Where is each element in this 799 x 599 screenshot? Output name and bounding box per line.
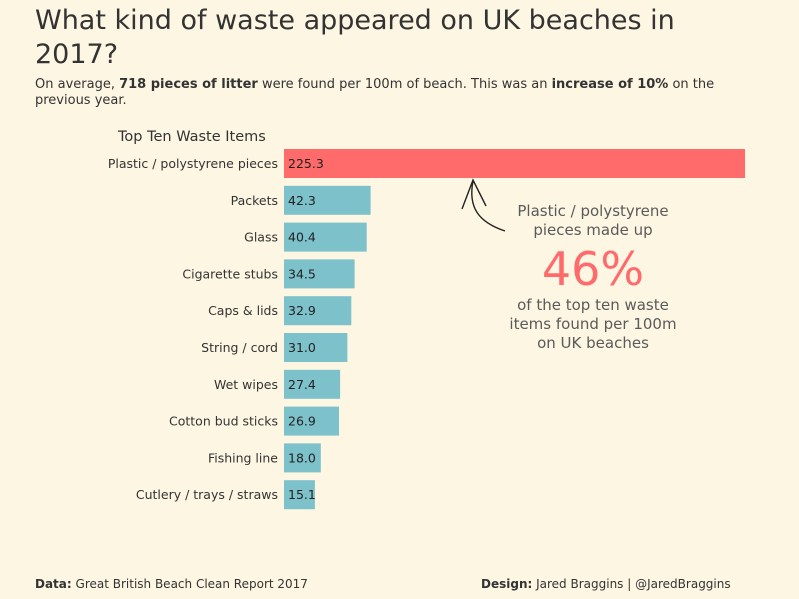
value-label-cotton-bud-sticks: 26.9 [288,414,316,429]
bar-cigarette-stubs [284,259,355,289]
category-label-cotton-bud-sticks: Cotton bud sticks [169,414,278,429]
value-label-wet-wipes: 27.4 [288,377,316,392]
bar-packets [284,185,371,215]
annotation-percentage: 46% [541,242,645,296]
page-title: What kind of waste appeared on UK beache… [35,5,675,70]
footer-data-value: Great British Beach Clean Report 2017 [71,577,308,591]
footer-data-label: Data: [35,577,72,591]
annotation-callout: Plastic / polystyrene pieces made up 46%… [488,202,698,353]
bar-string-cord [284,333,348,362]
subtitle: On average, 718 pieces of litter were fo… [35,77,755,109]
category-label-caps-lids: Caps & lids [208,303,278,318]
annotation-line-1: Plastic / polystyrene [517,202,669,220]
value-label-glass: 40.4 [288,230,316,245]
category-label-wet-wipes: Wet wipes [214,377,278,392]
annotation-arrow [471,180,506,232]
category-label-fishing-line: Fishing line [208,450,278,465]
annotation-line-2: pieces made up [533,221,653,239]
bar-wet-wipes [284,369,341,399]
value-label-fishing-line: 18.0 [288,450,316,465]
category-label-cutlery-trays-straws: Cutlery / trays / straws [136,487,278,502]
value-label-string-cord: 31.0 [288,340,316,355]
category-label-plastic-polystyrene-pieces: Plastic / polystyrene pieces [108,156,278,171]
annotation-line-4: items found per 100m [509,315,677,333]
subtitle-highlight-litter: 718 pieces of litter [119,77,258,92]
annotation-line-5: on UK beaches [537,334,649,352]
bar-plastic-polystyrene-pieces [284,149,745,178]
value-label-plastic-polystyrene-pieces: 225.3 [288,156,324,171]
subtitle-text-3: on the previous year. [35,77,715,108]
bar-cotton-bud-sticks [284,406,339,436]
value-label-cigarette-stubs: 34.5 [288,266,316,281]
category-label-packets: Packets [231,193,278,208]
annotation-line-3: of the top ten waste [517,296,669,314]
bar-caps-lids [284,296,352,326]
subtitle-highlight-increase: increase of 10% [551,77,669,92]
value-label-packets: 42.3 [288,193,316,208]
bar-fishing-line [284,443,321,473]
chart-title: Top Ten Waste Items [118,129,266,145]
category-label-cigarette-stubs: Cigarette stubs [182,266,278,281]
bar-cutlery-trays-straws [284,480,315,510]
footer-design-credit: Design: Jared Braggins | @JaredBraggins [481,577,731,591]
category-label-glass: Glass [244,230,278,245]
value-label-cutlery-trays-straws: 15.1 [288,487,316,502]
value-label-caps-lids: 32.9 [288,303,316,318]
subtitle-text-1: On average, [35,77,120,92]
category-label-string-cord: String / cord [201,340,278,355]
footer-design-value: Jared Braggins | @JaredBraggins [532,577,731,591]
chart-value-labels: 225.3 42.3 40.4 34.5 32.9 31.0 27.4 26.9 18.0 15.… [288,156,324,502]
footer-design-label: Design: [481,577,533,591]
annotation-arrowhead [461,178,487,210]
chart-category-labels: Plastic / polystyrene pieces Packets Glass… [108,156,278,502]
chart-bars [284,149,745,510]
subtitle-text-2: were found per 100m of beach. This was a… [257,77,552,92]
bar-glass [284,222,367,252]
footer-data-source: Data: Great British Beach Clean Report 2… [35,577,308,591]
